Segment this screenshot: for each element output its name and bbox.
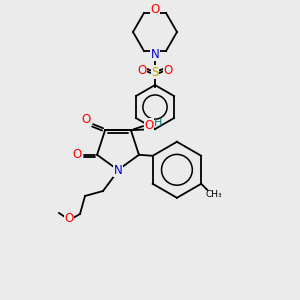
Text: N: N	[114, 164, 122, 176]
Text: O: O	[164, 64, 172, 76]
Text: N: N	[151, 48, 159, 61]
Text: O: O	[73, 148, 82, 161]
Text: O: O	[144, 119, 154, 132]
Text: H: H	[154, 118, 162, 128]
Text: CH₃: CH₃	[206, 190, 223, 199]
Text: O: O	[64, 212, 74, 226]
Text: S: S	[151, 66, 159, 79]
Text: O: O	[150, 3, 160, 16]
Text: O: O	[137, 64, 147, 76]
Text: O: O	[81, 113, 91, 126]
